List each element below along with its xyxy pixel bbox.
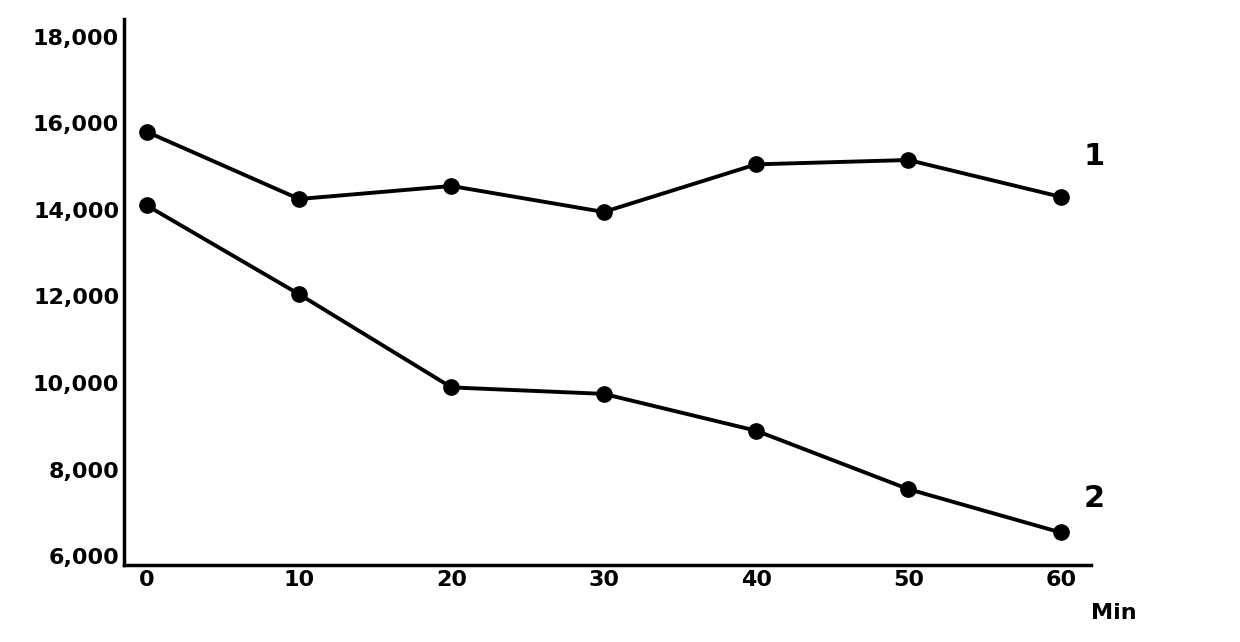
Text: 2: 2	[1084, 484, 1105, 513]
Text: Min: Min	[1091, 603, 1137, 623]
Text: 1: 1	[1084, 142, 1105, 171]
